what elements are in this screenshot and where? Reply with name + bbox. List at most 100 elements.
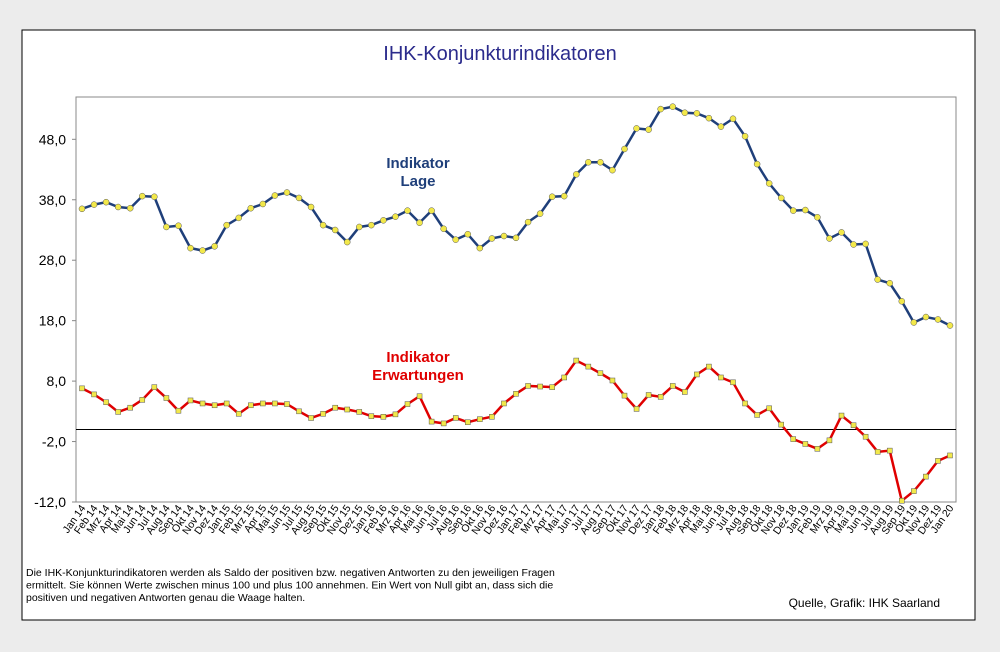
marker [115,409,121,415]
marker [308,415,314,421]
marker [682,389,688,395]
marker [163,223,170,231]
marker [404,207,411,214]
y-tick-label: -2,0 [42,434,66,450]
marker [223,221,230,229]
marker [343,238,351,246]
marker [621,145,628,153]
footnote: positiven und negativen Antworten genau … [26,592,305,604]
marker [488,235,496,242]
marker [127,404,133,411]
marker [645,392,652,398]
marker [525,383,531,389]
y-tick-label: -12,0 [34,494,66,510]
marker [573,171,580,178]
marker [742,400,748,407]
marker [923,473,929,480]
marker [248,402,254,409]
marker [753,160,761,168]
marker [319,221,327,229]
marker [645,126,652,133]
marker [826,437,833,444]
marker [295,194,303,202]
marker [199,400,206,407]
marker [706,363,712,370]
legend-label: Lage [400,173,435,190]
marker [78,205,86,213]
marker [211,243,218,250]
legend-label: Indikator [386,349,450,366]
marker [151,193,158,200]
marker [838,229,845,236]
marker [585,363,592,370]
marker [199,247,206,254]
marker [548,193,556,200]
marker [259,200,267,208]
marker [573,357,580,364]
y-tick-label: 28,0 [39,252,66,268]
marker [935,458,941,464]
marker [452,236,459,243]
marker [380,414,387,420]
marker [850,422,857,428]
marker [777,194,785,202]
footnote: ermittelt. Sie können Werte zwischen min… [26,580,553,592]
legend-label: Erwartungen [372,367,464,384]
marker [356,223,363,231]
marker [826,235,833,242]
marker [126,204,134,212]
marker [838,412,845,419]
marker [271,192,279,199]
marker [344,406,350,413]
marker [718,374,724,381]
plot-area [75,96,957,503]
marker [235,410,242,417]
marker [633,125,640,132]
marker [946,322,954,329]
marker [862,240,869,248]
marker [585,159,592,166]
marker [814,214,821,221]
marker [428,418,435,425]
marker [609,377,616,384]
marker [766,405,772,412]
marker [163,395,170,401]
marker [597,370,604,376]
marker [609,166,616,174]
marker [428,207,435,214]
marker [284,401,290,407]
marker [549,384,555,390]
marker [416,219,423,226]
marker [633,406,640,412]
marker [103,399,109,406]
y-tick-label: 8,0 [47,373,67,389]
marker [139,192,146,200]
marker [223,400,230,407]
marker [911,488,917,494]
y-tick-label: 38,0 [39,192,66,208]
marker [296,408,302,415]
marker [452,415,459,421]
marker [524,218,532,226]
marker [91,391,97,398]
marker [934,316,942,323]
marker [802,206,809,214]
marker [368,221,375,229]
marker [790,436,797,442]
marker [416,393,423,399]
marker [79,385,85,392]
source: Quelle, Grafik: IHK Saarland [789,596,940,610]
marker [802,441,809,447]
marker [404,401,411,407]
marker [368,413,375,419]
marker [489,414,495,420]
marker [705,114,713,122]
marker [693,110,701,117]
marker [440,225,447,233]
marker [392,411,399,418]
marker [513,391,519,397]
marker [235,214,242,222]
marker [657,105,664,113]
marker [778,421,784,428]
marker [175,222,182,230]
